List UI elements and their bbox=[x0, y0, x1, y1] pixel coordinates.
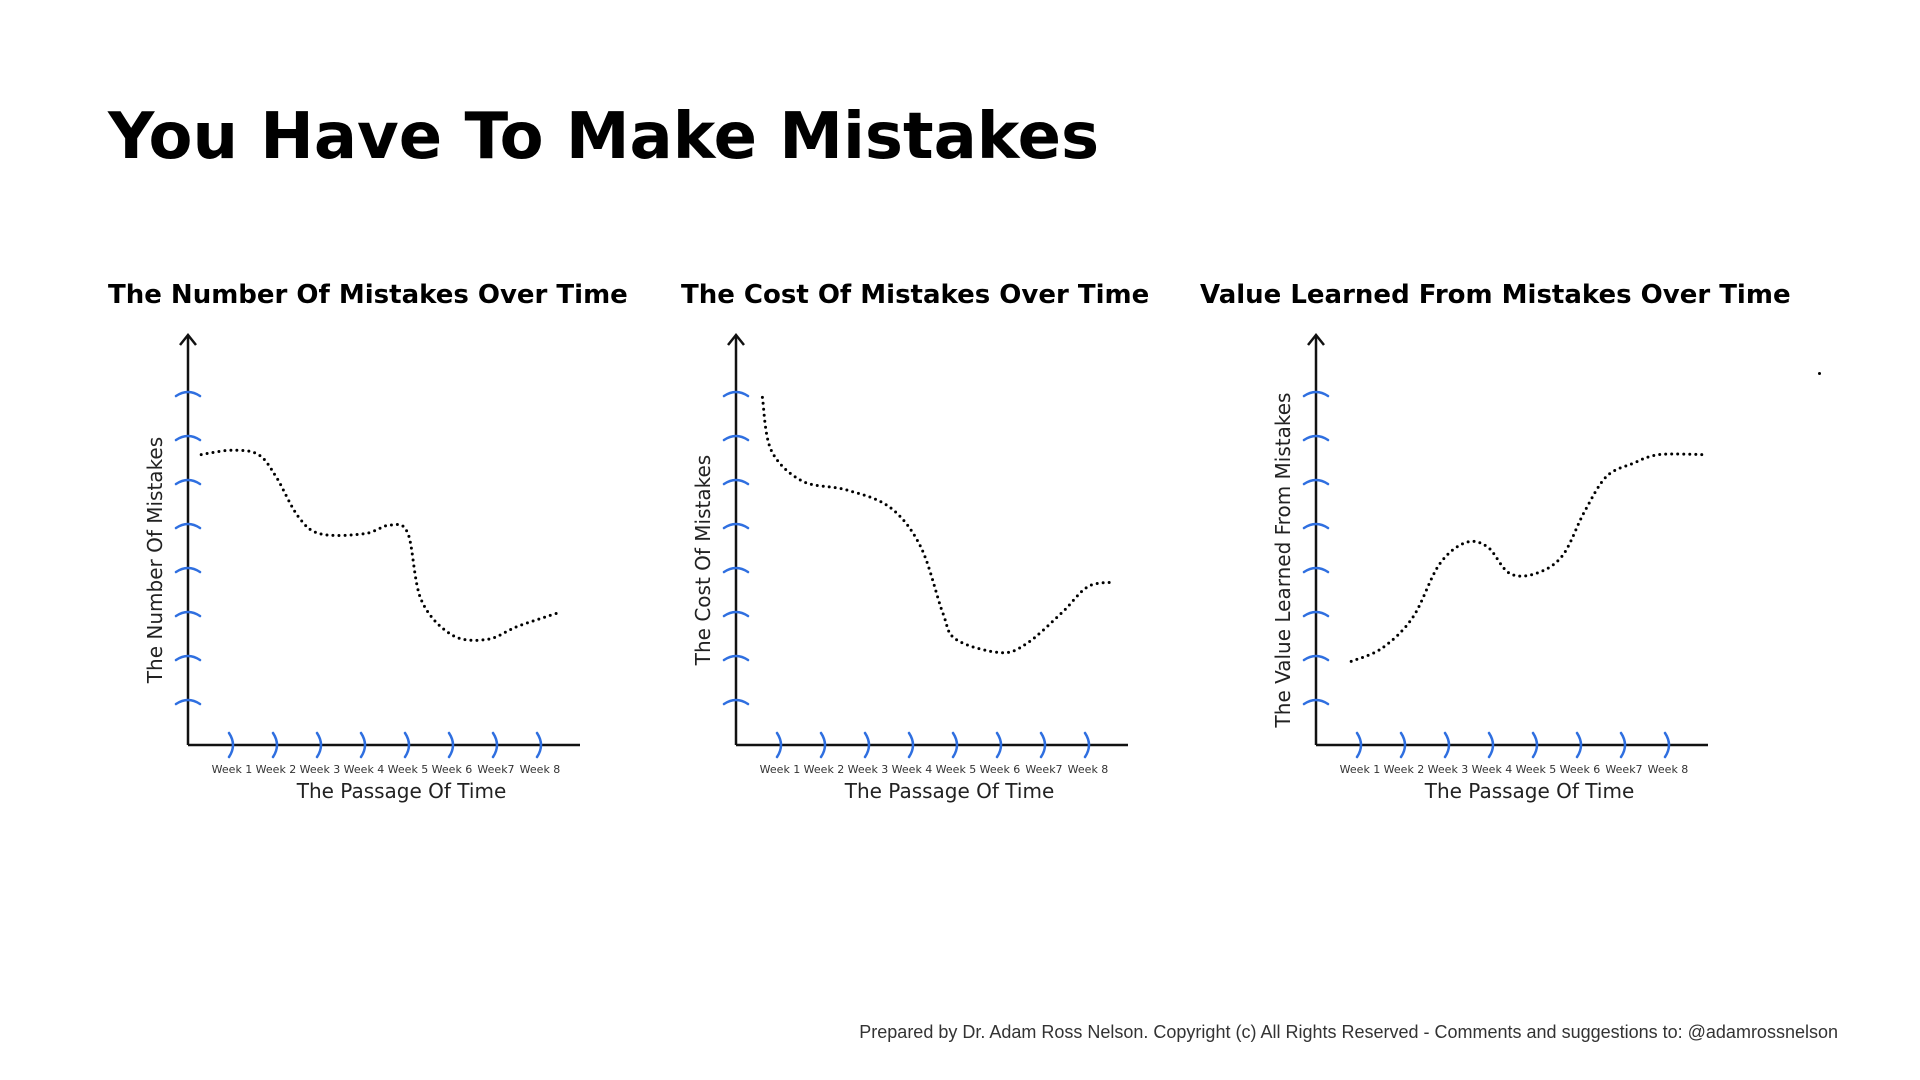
y-tick bbox=[174, 522, 202, 530]
series-line bbox=[199, 448, 560, 642]
x-tick bbox=[1575, 731, 1583, 759]
x-tick-label: Week 5 bbox=[936, 763, 977, 776]
series-line bbox=[1349, 452, 1705, 663]
y-tick bbox=[174, 478, 202, 486]
x-tick-label: Week 5 bbox=[388, 763, 429, 776]
x-tick bbox=[535, 731, 543, 759]
x-tick bbox=[775, 731, 783, 759]
x-tick bbox=[819, 731, 827, 759]
y-axis-label: The Value Learned From Mistakes bbox=[1271, 393, 1295, 729]
x-tick bbox=[995, 731, 1003, 759]
y-tick bbox=[1302, 522, 1330, 530]
x-tick bbox=[1487, 731, 1495, 759]
y-tick bbox=[722, 478, 750, 486]
x-tick bbox=[1039, 731, 1047, 759]
series-line bbox=[760, 395, 1116, 655]
x-axis-label: The Passage Of Time bbox=[844, 779, 1055, 803]
x-axis-label: The Passage Of Time bbox=[296, 779, 507, 803]
x-tick bbox=[863, 731, 871, 759]
x-tick bbox=[1619, 731, 1627, 759]
x-tick bbox=[907, 731, 915, 759]
x-tick bbox=[403, 731, 411, 759]
y-tick bbox=[174, 434, 202, 442]
y-axis-label: The Number Of Mistakes bbox=[143, 437, 167, 684]
x-tick bbox=[447, 731, 455, 759]
x-tick bbox=[1531, 731, 1539, 759]
x-tick-label: Week 8 bbox=[1648, 763, 1689, 776]
x-tick bbox=[227, 731, 235, 759]
x-tick-label: Week 5 bbox=[1516, 763, 1557, 776]
x-tick-label: Week 1 bbox=[212, 763, 253, 776]
x-tick-label: Week 3 bbox=[848, 763, 889, 776]
footer-credit: Prepared by Dr. Adam Ross Nelson. Copyri… bbox=[859, 1022, 1838, 1042]
x-tick-label: Week 1 bbox=[760, 763, 801, 776]
chart-title-cost-of-mistakes: The Cost Of Mistakes Over Time bbox=[681, 280, 1150, 310]
y-tick bbox=[722, 654, 750, 662]
x-tick-label: Week 6 bbox=[980, 763, 1021, 776]
y-tick bbox=[174, 698, 202, 706]
decorative-dot bbox=[1818, 372, 1821, 375]
page-title: You Have To Make Mistakes bbox=[108, 100, 1100, 174]
x-tick-label: Week 2 bbox=[1384, 763, 1425, 776]
y-axis-arrow bbox=[179, 332, 197, 346]
y-tick bbox=[174, 390, 202, 398]
y-tick bbox=[1302, 390, 1330, 398]
x-tick-label: Week7 bbox=[1025, 763, 1062, 776]
y-tick bbox=[174, 566, 202, 574]
x-tick bbox=[359, 731, 367, 759]
y-tick bbox=[722, 610, 750, 618]
x-axis-label: The Passage Of Time bbox=[1424, 779, 1635, 803]
x-tick-label: Week 2 bbox=[804, 763, 845, 776]
y-axis-arrow bbox=[1307, 332, 1325, 346]
x-tick-label: Week 8 bbox=[1068, 763, 1109, 776]
x-tick-label: Week 4 bbox=[892, 763, 933, 776]
y-tick bbox=[1302, 478, 1330, 486]
x-tick bbox=[491, 731, 499, 759]
x-tick-label: Week 1 bbox=[1340, 763, 1381, 776]
y-tick bbox=[722, 566, 750, 574]
chart-value-learned: Week 1 Week 2 Week 3 Week 4 Week 5 Week 6 Week… bbox=[1271, 332, 1708, 803]
x-tick-label: Week7 bbox=[477, 763, 514, 776]
y-tick bbox=[174, 610, 202, 618]
x-tick-label: Week 4 bbox=[1472, 763, 1513, 776]
x-tick bbox=[1355, 731, 1363, 759]
chart-title-value-learned: Value Learned From Mistakes Over Time bbox=[1200, 280, 1791, 310]
x-tick-label: Week 3 bbox=[1428, 763, 1469, 776]
y-tick bbox=[1302, 698, 1330, 706]
x-tick-label: Week 4 bbox=[344, 763, 385, 776]
chart-cost-of-mistakes: Week 1 Week 2 Week 3 Week 4 Week 5 Week 6 Week… bbox=[691, 332, 1128, 803]
y-tick bbox=[722, 698, 750, 706]
x-tick bbox=[1083, 731, 1091, 759]
x-tick-label: Week 6 bbox=[432, 763, 473, 776]
x-tick bbox=[271, 731, 279, 759]
y-tick bbox=[1302, 434, 1330, 442]
y-tick bbox=[1302, 566, 1330, 574]
chart-title-number-of-mistakes: The Number Of Mistakes Over Time bbox=[108, 280, 628, 310]
y-tick bbox=[174, 654, 202, 662]
x-tick-label: Week 2 bbox=[256, 763, 297, 776]
x-tick bbox=[315, 731, 323, 759]
y-tick bbox=[722, 522, 750, 530]
x-tick-label: Week7 bbox=[1605, 763, 1642, 776]
x-tick bbox=[1399, 731, 1407, 759]
y-tick bbox=[1302, 654, 1330, 662]
y-axis-label: The Cost Of Mistakes bbox=[691, 455, 715, 666]
x-tick-label: Week 3 bbox=[300, 763, 341, 776]
chart-number-of-mistakes: Week 1 Week 2 Week 3 Week 4 Week 5 Week 6 Week… bbox=[143, 332, 580, 803]
x-tick bbox=[951, 731, 959, 759]
y-tick bbox=[722, 390, 750, 398]
x-tick bbox=[1443, 731, 1451, 759]
x-tick-label: Week 8 bbox=[520, 763, 561, 776]
x-tick-label: Week 6 bbox=[1560, 763, 1601, 776]
x-tick bbox=[1663, 731, 1671, 759]
y-axis-arrow bbox=[727, 332, 745, 346]
y-tick bbox=[722, 434, 750, 442]
y-tick bbox=[1302, 610, 1330, 618]
